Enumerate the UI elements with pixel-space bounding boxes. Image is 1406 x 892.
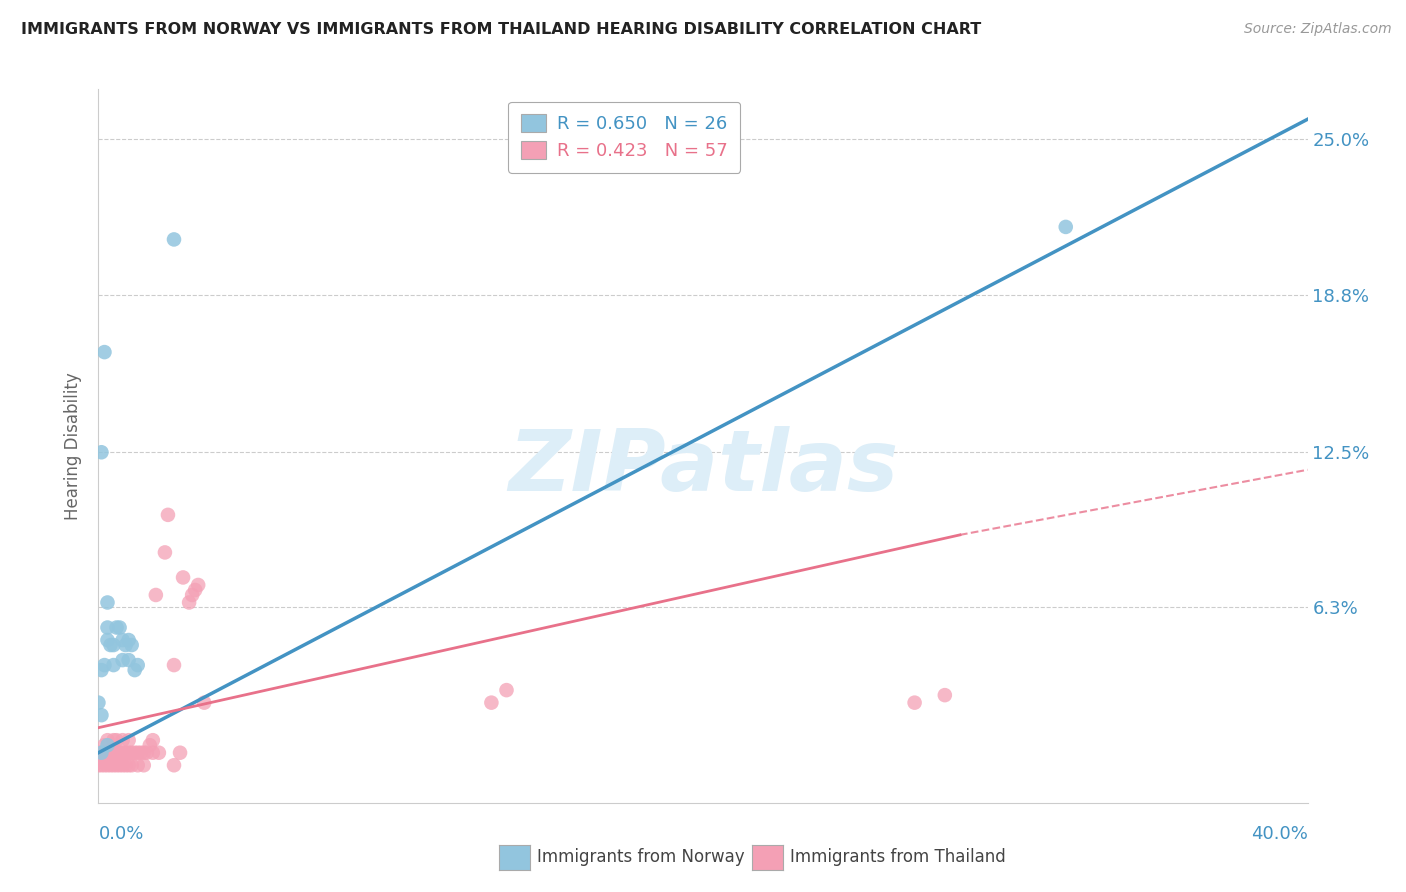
Point xyxy=(142,733,165,747)
Point xyxy=(118,653,141,667)
Point xyxy=(153,545,176,559)
Point xyxy=(118,733,141,747)
Point xyxy=(114,638,136,652)
Point xyxy=(96,633,118,648)
Point xyxy=(129,746,152,760)
Point xyxy=(93,738,115,752)
Point xyxy=(111,653,134,667)
Point xyxy=(1054,219,1077,234)
Point xyxy=(111,733,134,747)
Point xyxy=(96,621,118,635)
Point xyxy=(96,733,118,747)
Point xyxy=(114,746,136,760)
Point xyxy=(132,758,155,772)
Point xyxy=(111,746,134,760)
Point xyxy=(148,746,170,760)
Point xyxy=(100,758,122,772)
Point xyxy=(103,758,125,772)
Text: Immigrants from Norway: Immigrants from Norway xyxy=(537,848,745,866)
Point xyxy=(181,588,204,602)
Text: 40.0%: 40.0% xyxy=(1251,825,1308,843)
Legend: R = 0.650   N = 26, R = 0.423   N = 57: R = 0.650 N = 26, R = 0.423 N = 57 xyxy=(509,102,741,173)
Point xyxy=(96,746,118,760)
Point xyxy=(87,746,110,760)
Point xyxy=(139,738,162,752)
Point xyxy=(103,746,125,760)
Point xyxy=(103,733,125,747)
Point xyxy=(111,758,134,772)
Point xyxy=(93,746,115,760)
Text: Immigrants from Thailand: Immigrants from Thailand xyxy=(790,848,1005,866)
Point xyxy=(179,595,201,609)
Point xyxy=(127,746,149,760)
Point xyxy=(135,746,157,760)
Point xyxy=(111,633,134,648)
Text: 0.0%: 0.0% xyxy=(98,825,143,843)
Point xyxy=(163,658,186,673)
Point xyxy=(142,746,165,760)
Point xyxy=(93,658,115,673)
Point xyxy=(145,588,167,602)
Point xyxy=(193,696,215,710)
Point xyxy=(103,638,125,652)
Point xyxy=(105,621,128,635)
Point xyxy=(124,746,146,760)
Text: ZIPatlas: ZIPatlas xyxy=(508,425,898,509)
Point xyxy=(87,696,110,710)
Point xyxy=(118,758,141,772)
Point xyxy=(96,595,118,609)
Point xyxy=(103,658,125,673)
Point xyxy=(495,683,517,698)
Point xyxy=(163,758,186,772)
Point xyxy=(121,746,143,760)
Point xyxy=(169,746,191,760)
Point xyxy=(118,633,141,648)
Point xyxy=(87,758,110,772)
Point xyxy=(127,658,149,673)
Point xyxy=(118,746,141,760)
Point xyxy=(96,758,118,772)
Text: Source: ZipAtlas.com: Source: ZipAtlas.com xyxy=(1244,22,1392,37)
Point xyxy=(90,746,112,760)
Point xyxy=(934,688,956,702)
Point xyxy=(90,663,112,677)
Point xyxy=(100,746,122,760)
Point xyxy=(108,746,131,760)
Point xyxy=(93,758,115,772)
Point xyxy=(90,708,112,723)
Point xyxy=(114,758,136,772)
Point xyxy=(127,758,149,772)
Point xyxy=(163,232,186,246)
Point xyxy=(96,738,118,752)
Point xyxy=(121,758,143,772)
Point xyxy=(184,582,207,597)
Y-axis label: Hearing Disability: Hearing Disability xyxy=(65,372,83,520)
Point xyxy=(132,746,155,760)
Point xyxy=(105,733,128,747)
Point xyxy=(187,578,209,592)
Text: IMMIGRANTS FROM NORWAY VS IMMIGRANTS FROM THAILAND HEARING DISABILITY CORRELATIO: IMMIGRANTS FROM NORWAY VS IMMIGRANTS FRO… xyxy=(21,22,981,37)
Point xyxy=(90,758,112,772)
Point xyxy=(90,445,112,459)
Point xyxy=(904,696,927,710)
Point xyxy=(105,758,128,772)
Point xyxy=(156,508,179,522)
Point xyxy=(124,663,146,677)
Point xyxy=(172,570,194,584)
Point xyxy=(93,345,115,359)
Point xyxy=(90,750,112,764)
Point xyxy=(481,696,503,710)
Point xyxy=(121,638,143,652)
Point xyxy=(108,758,131,772)
Point xyxy=(108,621,131,635)
Point xyxy=(105,746,128,760)
Point xyxy=(100,638,122,652)
